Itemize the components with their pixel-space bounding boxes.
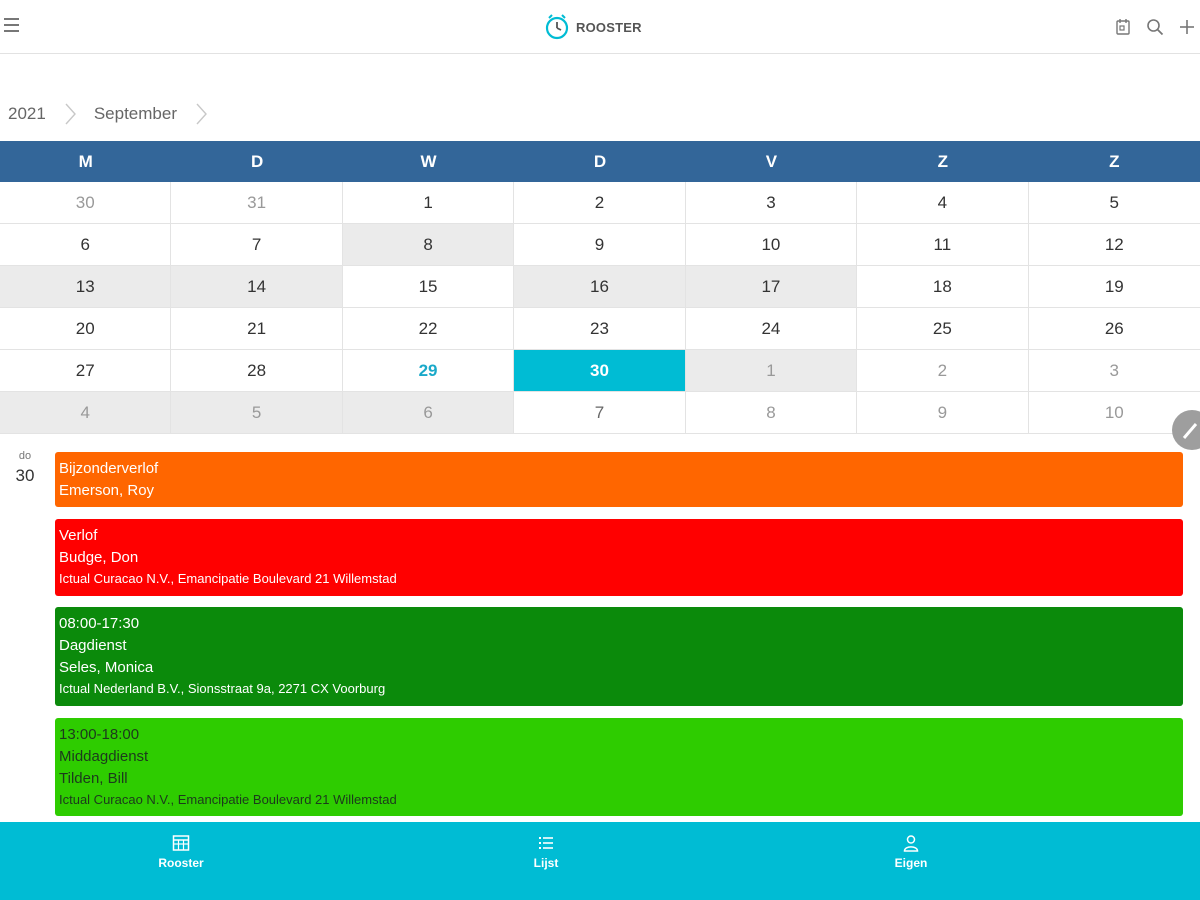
nav-rooster[interactable]: Rooster [151, 834, 211, 870]
nav-lijst[interactable]: Lijst [516, 834, 576, 870]
calendar-day[interactable]: 12 [1028, 224, 1200, 266]
day-abbreviation: do [18, 450, 32, 462]
event-type: Verlof [59, 527, 98, 544]
event-card[interactable]: Bijzonderverlof Emerson, Roy [55, 452, 1183, 507]
weekday-label: V [765, 151, 778, 171]
calendar-day[interactable]: 14 [171, 266, 343, 308]
month-calendar: M D W D V Z Z 30 31 1 2 3 4 5 6 7 8 9 10… [0, 141, 1200, 434]
event-person: Tilden, Bill [59, 770, 128, 787]
breadcrumb-month[interactable]: September [93, 104, 177, 123]
bottom-navigation: Rooster Lijst Eigen [0, 822, 1200, 900]
calendar-day[interactable]: 6 [342, 392, 515, 434]
calendar-day[interactable]: 18 [857, 266, 1029, 308]
calendar-day[interactable]: 25 [857, 308, 1029, 350]
event-card[interactable]: Verlof Budge, Don Ictual Curacao N.V., E… [55, 519, 1183, 596]
calendar-day-selected[interactable]: 30 [514, 350, 686, 392]
selected-day-label: do 30 [10, 450, 40, 486]
event-person: Seles, Monica [59, 659, 154, 676]
user-icon [903, 835, 919, 852]
weekday-label: W [420, 151, 437, 171]
nav-eigen[interactable]: Eigen [881, 834, 941, 870]
calendar-day[interactable]: 9 [514, 224, 686, 266]
weekday-header: M D W D V Z Z [0, 141, 1200, 182]
chevron-right-icon [65, 103, 76, 125]
calendar-day[interactable]: 9 [857, 392, 1029, 434]
calendar-day[interactable]: 5 [1028, 182, 1200, 224]
event-location: Ictual Curacao N.V., Emancipatie Bouleva… [59, 571, 397, 586]
calendar-day[interactable]: 2 [514, 182, 686, 224]
menu-icon[interactable] [4, 18, 22, 36]
calendar-day[interactable]: 3 [685, 182, 858, 224]
calendar-day[interactable]: 26 [1028, 308, 1200, 350]
calendar-day[interactable]: 23 [514, 308, 686, 350]
calendar-day[interactable]: 7 [514, 392, 686, 434]
pencil-icon [1182, 423, 1198, 439]
edit-button[interactable] [1172, 410, 1200, 450]
weekday-label: Z [1109, 151, 1120, 171]
calendar-day[interactable]: 8 [342, 224, 515, 266]
clock-logo-icon [545, 14, 569, 40]
event-time: 08:00-17:30 [59, 615, 140, 632]
event-type: Dagdienst [59, 637, 127, 654]
event-person: Budge, Don [59, 549, 139, 566]
calendar-day[interactable]: 8 [685, 392, 858, 434]
event-location: Ictual Curacao N.V., Emancipatie Bouleva… [59, 792, 397, 807]
weekday-label: M [78, 151, 93, 171]
calendar-day[interactable]: 30 [0, 182, 172, 224]
calendar-day[interactable]: 1 [685, 350, 858, 392]
nav-rooster-label: Rooster [158, 856, 204, 870]
calendar-day[interactable]: 7 [171, 224, 343, 266]
calendar-today-icon[interactable] [1114, 18, 1132, 36]
top-bar: ROOSTER [0, 0, 1200, 54]
event-type: Middagdienst [59, 748, 149, 765]
calendar-day[interactable]: 5 [171, 392, 343, 434]
event-card[interactable]: 08:00-17:30 Dagdienst Seles, Monica Ictu… [55, 607, 1183, 706]
nav-lijst-label: Lijst [533, 856, 559, 870]
weekday-label: D [250, 151, 264, 171]
calendar-day[interactable]: 13 [0, 266, 172, 308]
event-location: Ictual Nederland B.V., Sionsstraat 9a, 2… [59, 681, 386, 696]
calendar-grid-icon [172, 835, 190, 851]
calendar-day[interactable]: 6 [0, 224, 172, 266]
search-icon[interactable] [1146, 18, 1164, 36]
day-number: 30 [15, 466, 35, 485]
add-icon[interactable] [1178, 18, 1196, 36]
calendar-day[interactable]: 2 [857, 350, 1029, 392]
nav-eigen-label: Eigen [894, 856, 928, 870]
calendar-day-today[interactable]: 29 [342, 350, 515, 392]
calendar-day[interactable]: 21 [171, 308, 343, 350]
calendar-day[interactable]: 10 [1028, 392, 1200, 434]
calendar-day[interactable]: 28 [171, 350, 343, 392]
chevron-right-icon [196, 103, 207, 125]
calendar-day[interactable]: 4 [0, 392, 172, 434]
list-icon [539, 837, 553, 849]
calendar-day[interactable]: 16 [514, 266, 686, 308]
calendar-day[interactable]: 24 [685, 308, 858, 350]
calendar-day[interactable]: 11 [857, 224, 1029, 266]
app-title: ROOSTER [576, 19, 642, 35]
calendar-day[interactable]: 10 [685, 224, 858, 266]
calendar-day[interactable]: 3 [1028, 350, 1200, 392]
breadcrumb: 2021 September [0, 96, 225, 132]
weekday-label: Z [937, 151, 949, 171]
calendar-day[interactable]: 31 [171, 182, 343, 224]
event-card[interactable]: 13:00-18:00 Middagdienst Tilden, Bill Ic… [55, 718, 1183, 816]
event-person: Emerson, Roy [59, 482, 155, 499]
event-time: 13:00-18:00 [59, 726, 140, 743]
calendar-day[interactable]: 20 [0, 308, 172, 350]
weekday-label: D [593, 151, 607, 171]
event-type: Bijzonderverlof [59, 460, 159, 477]
calendar-day[interactable]: 27 [0, 350, 172, 392]
calendar-day[interactable]: 15 [342, 266, 515, 308]
breadcrumb-year[interactable]: 2021 [8, 104, 46, 123]
calendar-grid: 30 31 1 2 3 4 5 6 7 8 9 10 11 12 13 14 1… [0, 182, 1200, 434]
calendar-day[interactable]: 1 [342, 182, 515, 224]
calendar-day[interactable]: 4 [857, 182, 1029, 224]
calendar-day[interactable]: 22 [342, 308, 515, 350]
app-brand: ROOSTER [544, 11, 642, 43]
calendar-day[interactable]: 17 [685, 266, 858, 308]
calendar-day[interactable]: 19 [1028, 266, 1200, 308]
